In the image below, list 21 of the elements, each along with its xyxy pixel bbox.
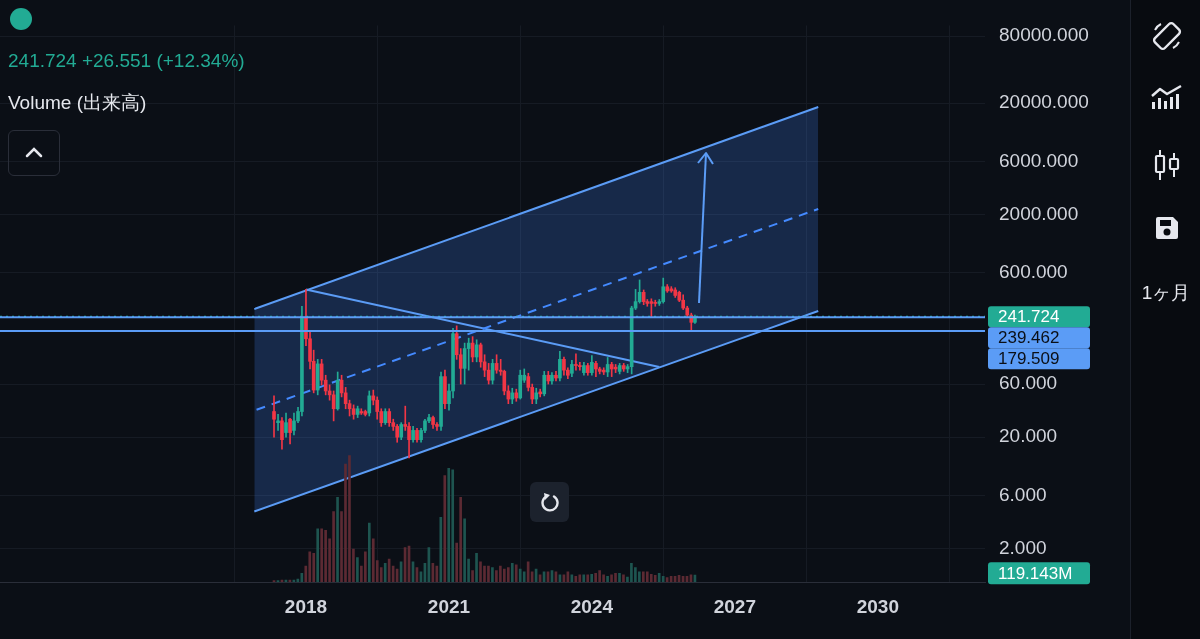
x-tick-label: 2018 — [284, 595, 328, 617]
x-tick-label: 2021 — [427, 595, 471, 617]
ref-line-label: 241.724 — [998, 307, 1060, 327]
x-tick-label: 2024 — [570, 595, 614, 617]
x-tick-label: 2027 — [713, 595, 757, 617]
y-tick-label: 6.000 — [999, 483, 1047, 505]
text: 1ヶ月 — [1140, 281, 1192, 305]
text: 241.724 +26.551 (+12.34%) — [8, 50, 245, 72]
y-tick-label: 600.000 — [999, 260, 1068, 282]
y-tick-label: 6000.000 — [999, 149, 1079, 171]
y-tick-label: 20.000 — [999, 425, 1058, 447]
y-tick-label: 2.000 — [999, 536, 1047, 558]
y-tick-label: 60.000 — [999, 372, 1058, 394]
ref-line-label: 179.509 — [998, 349, 1060, 369]
y-tick-label: 2000.000 — [999, 202, 1079, 224]
text: 119.143M — [998, 563, 1073, 583]
annotation: Volume (出来高) — [8, 91, 147, 115]
y-tick-label: 20000.000 — [999, 91, 1089, 113]
y-tick-label: 80000.000 — [999, 24, 1089, 46]
ref-line-label: 239.462 — [998, 328, 1060, 348]
x-tick-label: 2030 — [856, 595, 900, 617]
